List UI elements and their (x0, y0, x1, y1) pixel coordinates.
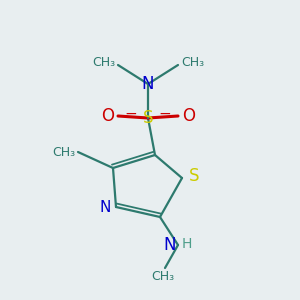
Text: S: S (189, 167, 200, 185)
Text: CH₃: CH₃ (152, 270, 175, 283)
Text: N: N (100, 200, 111, 214)
Text: N: N (142, 75, 154, 93)
Text: O: O (182, 107, 195, 125)
Text: =: = (159, 107, 171, 122)
Text: =: = (124, 107, 137, 122)
Text: N: N (164, 236, 176, 254)
Text: CH₃: CH₃ (92, 56, 115, 70)
Text: O: O (101, 107, 114, 125)
Text: CH₃: CH₃ (52, 146, 75, 160)
Text: CH₃: CH₃ (181, 56, 204, 70)
Text: S: S (143, 109, 153, 127)
Text: H: H (182, 237, 192, 251)
